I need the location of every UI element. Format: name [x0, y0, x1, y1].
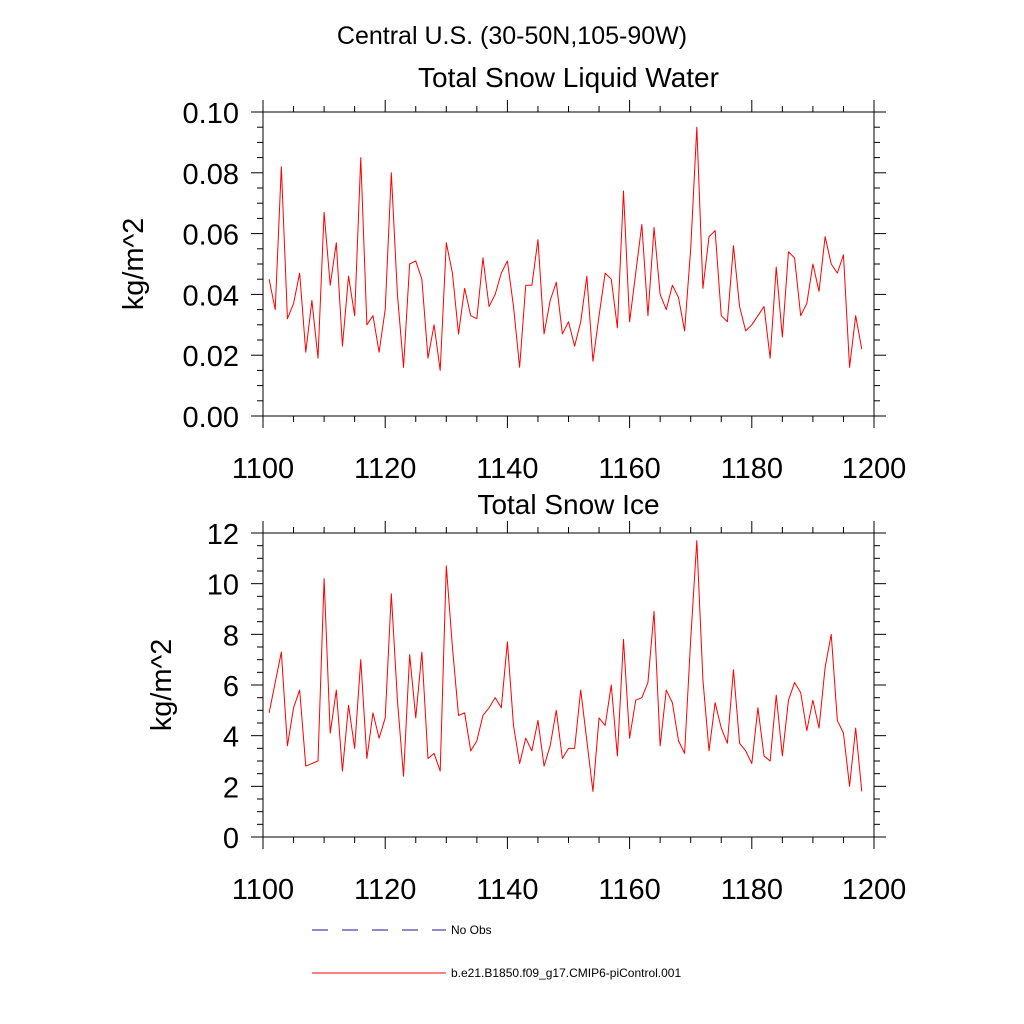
y-tick-label: 0.00 — [183, 402, 239, 434]
y-tick-label: 0.04 — [183, 280, 239, 312]
y-tick-label: 0.08 — [183, 159, 239, 191]
series-line — [268, 540, 863, 792]
y-tick-label: 0.10 — [183, 98, 239, 130]
x-tick-label: 1200 — [842, 874, 907, 906]
chart-title: Total Snow Ice — [477, 489, 659, 520]
x-tick-label: 1140 — [476, 874, 538, 906]
panel-snow-liquid-water: Total Snow Liquid Water kg/m^2 1100 1120 114… — [118, 62, 906, 485]
x-tick-label: 1160 — [598, 874, 660, 906]
x-tick-label: 1180 — [721, 453, 783, 485]
y-tick-label: 12 — [207, 519, 239, 551]
x-tick-label: 1200 — [842, 453, 907, 485]
x-tick-label: 1160 — [598, 453, 660, 485]
y-tick-label: 0.06 — [183, 220, 239, 252]
x-tick-label: 1120 — [354, 874, 416, 906]
series-line — [268, 126, 863, 371]
y-axis-label: kg/m^2 — [146, 639, 178, 732]
y-tick-label: 10 — [207, 570, 239, 602]
legend-label-model: b.e21.B1850.f09_g17.CMIP6-piControl.001 — [451, 966, 681, 980]
plot-frame — [262, 532, 875, 838]
y-tick-label: 0.02 — [183, 341, 239, 373]
x-tick-label: 1180 — [721, 874, 783, 906]
x-tick-label: 1120 — [354, 453, 416, 485]
legend: No Obs b.e21.B1850.f09_g17.CMIP6-piContr… — [312, 923, 681, 980]
y-tick-label: 2 — [223, 772, 239, 804]
x-tick-label: 1100 — [232, 453, 294, 485]
plot-frame — [262, 111, 875, 417]
y-tick-label: 0 — [223, 823, 239, 855]
legend-label-no-obs: No Obs — [451, 923, 492, 937]
y-axis-label: kg/m^2 — [118, 218, 150, 311]
y-tick-label: 8 — [223, 620, 239, 652]
y-tick-label: 4 — [223, 722, 239, 754]
figure-suptitle: Central U.S. (30-50N,105-90W) — [337, 22, 687, 50]
x-tick-label: 1140 — [476, 453, 538, 485]
y-tick-label: 6 — [223, 671, 239, 703]
x-tick-label: 1100 — [232, 874, 294, 906]
panel-snow-ice: Total Snow Ice kg/m^2 1100 1120 1140 1160 1180… — [146, 489, 906, 906]
chart-title: Total Snow Liquid Water — [418, 62, 719, 93]
